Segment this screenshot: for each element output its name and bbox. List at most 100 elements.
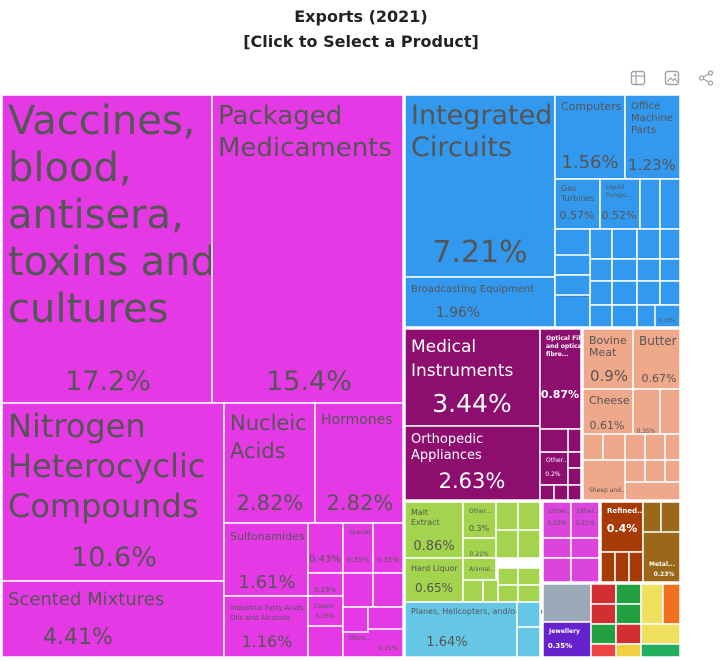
treemap-cell-small[interactable] — [589, 228, 613, 260]
treemap-tile[interactable] — [307, 522, 344, 574]
treemap-cell-small[interactable] — [495, 529, 519, 559]
treemap-tile[interactable] — [404, 276, 556, 328]
treemap-tile[interactable] — [404, 557, 464, 603]
treemap-cell-small[interactable] — [636, 228, 661, 260]
treemap-cell-small[interactable] — [590, 583, 617, 605]
treemap-tile[interactable] — [554, 178, 601, 230]
treemap-cell-small[interactable] — [516, 601, 541, 628]
treemap-tile[interactable] — [582, 328, 634, 390]
treemap-cell-small[interactable] — [644, 433, 666, 461]
treemap-cell-small[interactable] — [554, 254, 591, 276]
treemap-tile[interactable] — [211, 94, 404, 404]
treemap-cell-small[interactable] — [615, 603, 642, 625]
treemap-cell-small[interactable] — [659, 178, 681, 230]
treemap-tile[interactable] — [570, 501, 600, 539]
treemap-cell-small[interactable] — [662, 583, 681, 625]
treemap-cell-small[interactable] — [664, 433, 681, 461]
treemap-tile[interactable] — [307, 595, 344, 627]
treemap-cell-small[interactable] — [372, 572, 404, 608]
treemap-cell-small[interactable] — [495, 501, 519, 531]
treemap-cell-small[interactable] — [582, 433, 604, 461]
treemap-tile[interactable] — [1, 94, 213, 404]
share-icon[interactable] — [698, 70, 714, 86]
treemap-tile[interactable] — [404, 328, 541, 427]
treemap-tile[interactable] — [342, 522, 374, 574]
treemap-cell-small[interactable] — [640, 583, 664, 625]
treemap-cell-small[interactable] — [567, 451, 582, 469]
treemap-cell-small[interactable] — [462, 579, 484, 603]
treemap-cell-small[interactable] — [590, 623, 617, 645]
treemap-tile[interactable] — [372, 522, 404, 574]
treemap-cell-small[interactable] — [553, 484, 569, 501]
treemap-cell-small[interactable] — [660, 501, 681, 533]
treemap-cell-small[interactable] — [589, 258, 613, 282]
treemap-cell-small[interactable] — [615, 583, 642, 605]
treemap-cell-small[interactable] — [497, 584, 519, 603]
treemap-cell-small[interactable] — [539, 428, 569, 453]
treemap-cell-small[interactable] — [624, 481, 681, 501]
image-download-icon[interactable] — [664, 70, 680, 86]
table-view-icon[interactable] — [630, 70, 646, 86]
treemap-cell-small[interactable] — [590, 643, 617, 658]
treemap-cell-small[interactable] — [624, 433, 646, 461]
treemap-tile[interactable] — [654, 304, 681, 328]
treemap-cell-small[interactable] — [342, 572, 374, 608]
treemap-cell-small[interactable] — [659, 228, 681, 260]
treemap-cell-small[interactable] — [307, 625, 344, 658]
treemap-cell-small[interactable] — [567, 484, 582, 501]
treemap-cell-small[interactable] — [342, 606, 369, 633]
treemap-cell-small[interactable] — [611, 228, 638, 260]
treemap-cell-small[interactable] — [611, 304, 638, 328]
treemap-tile[interactable] — [624, 94, 681, 180]
treemap-cell-small[interactable] — [567, 428, 582, 453]
treemap-tile[interactable] — [582, 459, 626, 501]
treemap-cell-small[interactable] — [516, 626, 541, 658]
treemap-cell-small[interactable] — [482, 579, 499, 603]
treemap-tile[interactable] — [404, 425, 541, 501]
treemap-cell-small[interactable] — [589, 304, 613, 328]
treemap-tile[interactable] — [539, 328, 582, 430]
treemap-cell-small[interactable] — [539, 484, 555, 501]
treemap-cell-small[interactable] — [624, 459, 646, 483]
treemap-cell-small[interactable] — [517, 501, 541, 531]
treemap-cell-small[interactable] — [615, 643, 642, 658]
treemap-cell-small[interactable] — [640, 643, 681, 658]
treemap-cell-small[interactable] — [600, 551, 616, 583]
treemap-cell-small[interactable] — [611, 258, 638, 282]
treemap-cell-small[interactable] — [554, 274, 591, 296]
treemap-tile[interactable] — [632, 328, 681, 390]
treemap-tile[interactable] — [404, 94, 556, 278]
treemap-cell-small[interactable] — [570, 557, 600, 583]
treemap-tile[interactable] — [1, 580, 225, 658]
treemap-cell-small[interactable] — [517, 529, 541, 559]
treemap-cell-small[interactable] — [497, 567, 519, 586]
treemap-cell-small[interactable] — [636, 280, 661, 306]
treemap-cell-small[interactable] — [602, 433, 626, 461]
treemap-tile[interactable] — [554, 94, 626, 180]
treemap-tile[interactable] — [223, 402, 316, 524]
treemap-cell-small[interactable] — [542, 583, 592, 623]
treemap-cell-small[interactable] — [517, 584, 541, 603]
treemap-cell-small[interactable] — [640, 623, 681, 645]
treemap-cell-small[interactable] — [367, 606, 404, 630]
treemap-cell-small[interactable] — [517, 567, 541, 586]
treemap-cell-small[interactable] — [659, 280, 681, 306]
treemap-cell-small[interactable] — [659, 388, 681, 435]
treemap-tile[interactable] — [542, 621, 592, 658]
treemap-cell-small[interactable] — [567, 467, 582, 486]
treemap-cell-small[interactable] — [664, 459, 681, 483]
treemap-cell-small[interactable] — [611, 280, 638, 306]
treemap-tile[interactable] — [632, 388, 661, 435]
treemap-cell-small[interactable] — [589, 280, 613, 306]
treemap-cell-small[interactable] — [636, 258, 661, 282]
treemap-cell-small[interactable] — [642, 501, 662, 533]
treemap-cell-small[interactable] — [542, 557, 572, 583]
treemap-cell-small[interactable] — [542, 537, 572, 559]
treemap-cell-small[interactable] — [590, 603, 617, 625]
treemap-cell-small[interactable] — [644, 459, 666, 483]
treemap-cell-small[interactable] — [570, 537, 600, 559]
treemap-tile[interactable] — [404, 601, 518, 658]
treemap-cell-small[interactable] — [614, 551, 630, 583]
treemap-tile[interactable] — [462, 501, 497, 539]
treemap-cell-small[interactable] — [659, 258, 681, 282]
